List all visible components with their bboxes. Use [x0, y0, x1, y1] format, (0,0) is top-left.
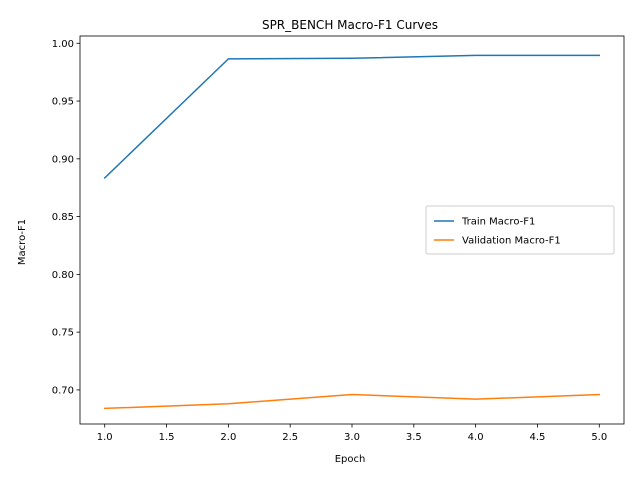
plot-area: 1.0 1.5 2.0 2.5 3.0 3.5 4.0 4.5 5.0 0.70 0.75 0.80 0… — [52, 35, 625, 443]
x-tick-label: 2.5 — [282, 432, 298, 443]
legend-entry-1: Train Macro-F1 — [461, 217, 535, 228]
legend-box — [425, 205, 615, 255]
x-tick-label: 5.0 — [591, 432, 607, 443]
y-tick-label: 0.70 — [52, 385, 74, 396]
x-tick-label: 3.5 — [406, 432, 422, 443]
y-tick-label: 0.95 — [52, 97, 74, 108]
y-axis-label: Macro-F1 — [17, 219, 28, 265]
x-tick-label: 2.0 — [220, 432, 236, 443]
x-tick-label: 3.0 — [344, 432, 360, 443]
y-tick-label: 0.90 — [52, 154, 74, 165]
x-axis-label: Epoch — [335, 454, 366, 465]
y-tick-label: 0.80 — [52, 270, 74, 281]
legend-entry-2: Validation Macro-F1 — [462, 236, 561, 247]
y-tick-label: 1.00 — [52, 39, 74, 50]
x-tick-label: 4.5 — [530, 432, 546, 443]
y-tick-label: 0.75 — [52, 328, 74, 339]
x-tick-label: 1.5 — [159, 432, 175, 443]
chart-title: SPR_BENCH Macro-F1 Curves — [262, 18, 438, 32]
y-tick-label: 0.85 — [52, 212, 74, 223]
x-tick-label: 1.0 — [97, 432, 113, 443]
series-line-2 — [103, 393, 601, 410]
x-tick-label: 4.0 — [468, 432, 484, 443]
legend: Train Macro-F1 Validation Macro-F1 — [425, 205, 615, 255]
series-line-1 — [103, 54, 601, 179]
